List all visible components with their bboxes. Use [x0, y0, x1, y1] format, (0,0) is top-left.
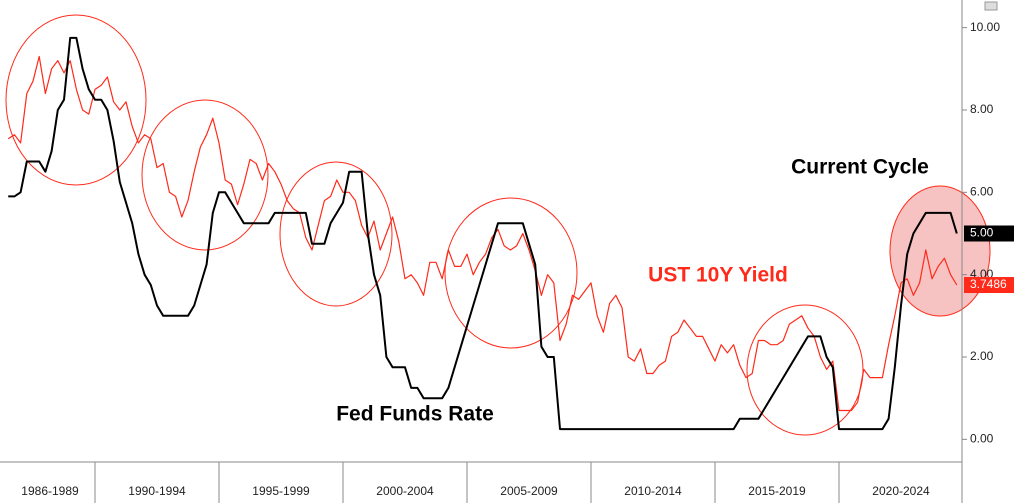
annotation: Current Cycle [791, 156, 929, 179]
x-tick-label: 2005-2009 [500, 484, 558, 498]
y-tick-label: 8.00 [970, 102, 994, 116]
series-line [7, 55, 958, 412]
icon [984, 1, 998, 11]
x-tick-label: 1990-1994 [128, 484, 186, 498]
highlight-circles [5, 14, 864, 436]
y-tick-label: 2.00 [970, 349, 994, 363]
x-tick-label: 2000-2004 [376, 484, 434, 498]
series-line [8, 36, 958, 431]
last-value-label: 5.00 [970, 226, 994, 240]
y-tick-label: 6.00 [970, 185, 994, 199]
x-tick-label: 1986-1989 [21, 484, 79, 498]
x-tick-label: 1995-1999 [252, 484, 310, 498]
x-tick-label: 2020-2024 [872, 484, 930, 498]
last-value-tag [964, 225, 1014, 242]
last-value-label: 3.7486 [970, 277, 1007, 291]
x-tick-label: 2015-2019 [748, 484, 806, 498]
annotation: Fed Funds Rate [336, 403, 494, 426]
last-value-tag [964, 277, 1014, 294]
x-tick-label: 2010-2014 [624, 484, 682, 498]
circle [5, 14, 147, 186]
y-tick-label: 10.00 [970, 20, 1000, 34]
circle [444, 197, 578, 349]
circle [279, 161, 393, 307]
annotation: UST 10Y Yield [648, 264, 788, 287]
current-cycle-circle [889, 185, 991, 317]
circle [746, 304, 864, 436]
circle [141, 99, 269, 251]
y-tick-label: 0.00 [970, 432, 994, 446]
